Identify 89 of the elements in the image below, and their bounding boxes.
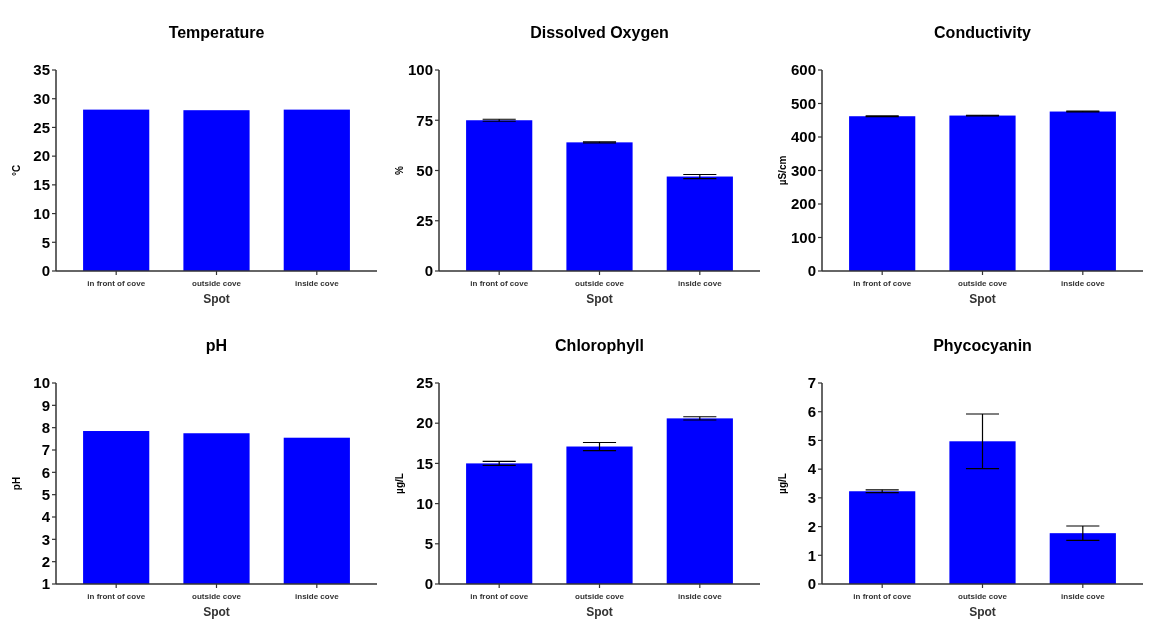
x-tick-label: inside cove [295,592,340,601]
chart-title: pH [205,337,228,354]
y-tick-label: 9 [41,396,50,414]
x-tick-label: inside cove [295,279,340,288]
x-tick-label: outside cove [575,279,625,288]
y-tick-label: 4 [807,460,817,478]
x-tick-label: in front of cove [87,592,146,601]
x-tick-label: outside cove [958,592,1008,601]
bar [466,120,533,271]
y-tick-label: 10 [416,494,433,512]
y-tick-label: 600 [790,61,816,79]
y-tick-label: 500 [790,94,816,112]
chart-title: Dissolved Oxygen [530,24,669,41]
chart-title: Temperature [168,24,265,41]
y-tick-label: 20 [416,414,433,432]
bar [666,176,733,271]
y-tick-label: 35 [33,61,50,79]
y-tick-label: 3 [807,489,816,507]
x-axis-title: Spot [586,605,613,619]
y-tick-label: 5 [807,431,816,449]
y-tick-label: 3 [41,530,50,548]
y-tick-label: 4 [41,508,51,526]
x-tick-label: outside cove [575,592,625,601]
bar [666,418,733,584]
x-tick-label: inside cove [678,592,723,601]
x-tick-label: in front of cove [470,279,529,288]
y-tick-label: 10 [33,204,50,222]
y-tick-label: 25 [416,212,433,229]
x-axis-title: Spot [969,605,996,619]
x-tick-label: outside cove [192,279,242,288]
y-tick-label: 6 [807,402,816,420]
bar [849,491,916,584]
y-tick-label: 50 [416,161,433,179]
y-tick-label: 75 [416,111,433,129]
x-axis-title: Spot [969,292,996,306]
x-axis-title: Spot [586,292,613,306]
bar [566,446,633,584]
y-tick-label: 0 [424,262,433,280]
x-tick-label: in front of cove [853,592,912,601]
y-axis-title: % [394,165,405,175]
x-tick-label: in front of cove [470,592,529,601]
x-tick-label: inside cove [1061,592,1106,601]
y-tick-label: 5 [41,485,50,503]
y-tick-label: 2 [807,517,816,535]
chart-title: Phycocyanin [933,337,1032,354]
y-tick-label: 0 [41,262,50,280]
y-tick-label: 8 [41,418,50,436]
y-tick-label: 15 [416,454,433,472]
y-tick-label: 0 [807,262,816,280]
y-tick-label: 7 [807,374,816,392]
y-axis-title: µg/L [394,473,405,494]
y-tick-label: 2 [41,552,50,570]
y-tick-label: 30 [33,89,50,107]
x-tick-label: outside cove [958,279,1008,288]
y-tick-label: 400 [790,128,816,146]
y-tick-label: 6 [41,463,50,481]
bar [949,441,1016,584]
y-tick-label: 300 [790,161,816,179]
y-tick-label: 5 [41,233,50,251]
bar [1049,533,1116,584]
y-axis-title: pH [11,476,22,491]
x-axis-title: Spot [203,605,230,619]
y-tick-label: 10 [33,374,50,392]
y-tick-label: 1 [41,575,50,593]
bar [566,142,633,271]
y-tick-label: 1 [807,546,816,564]
y-tick-label: 20 [33,147,50,165]
y-axis-title: °C [11,164,22,177]
y-tick-label: 25 [416,374,433,392]
chart-title: Conductivity [934,24,1032,41]
y-tick-label: 0 [424,575,433,593]
y-tick-label: 100 [407,61,433,79]
y-tick-label: 25 [33,118,50,136]
x-tick-label: in front of cove [87,279,146,288]
bar [466,463,533,584]
y-axis-title: µg/L [777,473,788,494]
x-tick-label: outside cove [192,592,242,601]
chart-title: Chlorophyll [555,337,644,354]
x-tick-label: inside cove [1061,279,1106,288]
y-axis-title: µS/cm [777,155,788,186]
y-tick-label: 5 [424,535,433,553]
x-tick-label: in front of cove [853,279,912,288]
x-axis-title: Spot [203,292,230,306]
y-tick-label: 15 [33,176,50,194]
y-tick-label: 200 [790,195,816,213]
y-tick-label: 0 [807,575,816,593]
y-tick-label: 100 [790,228,816,246]
y-tick-label: 7 [41,441,50,459]
x-tick-label: inside cove [678,279,723,288]
